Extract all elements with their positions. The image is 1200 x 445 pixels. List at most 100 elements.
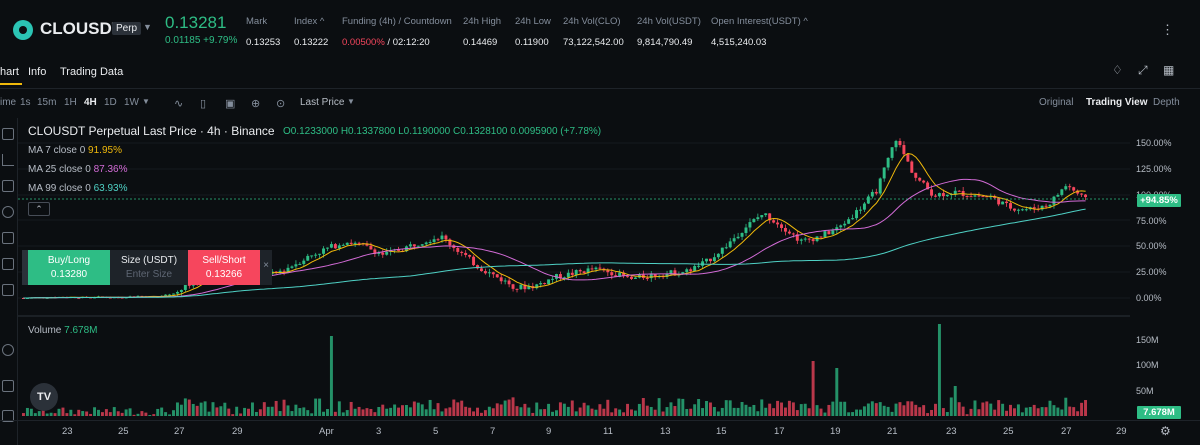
volume-bar: [673, 406, 677, 416]
candle: [760, 215, 764, 218]
ma7-line: [23, 152, 1086, 299]
view-depth[interactable]: Depth: [1153, 97, 1180, 108]
chevron-down-icon[interactable]: ▼: [142, 97, 150, 106]
volume-bar: [689, 408, 693, 416]
volume-bar: [306, 410, 310, 416]
add-icon[interactable]: ⊕: [251, 98, 261, 110]
tab-info[interactable]: Info: [28, 66, 47, 78]
buy-long-button[interactable]: Buy/Long 0.13280: [28, 250, 110, 285]
stat-funding: Funding (4h) / Countdown 0.00500% / 02:1…: [342, 16, 452, 48]
fib-icon[interactable]: [2, 180, 14, 192]
candle: [930, 189, 934, 196]
candle: [633, 277, 637, 279]
text-icon[interactable]: [2, 258, 14, 270]
candle-type-icon[interactable]: ▯: [200, 98, 207, 110]
trendline-icon[interactable]: [2, 154, 14, 166]
chevron-down-icon[interactable]: ▼: [347, 97, 355, 106]
expand-icon[interactable]: ⤢: [1138, 63, 1148, 77]
candle: [175, 291, 179, 294]
volume-bar: [953, 386, 957, 416]
volume-bar: [310, 413, 314, 416]
magnet-icon[interactable]: [2, 380, 14, 392]
volume-bar: [1005, 410, 1009, 416]
volume-bar: [444, 408, 448, 416]
volume-bar: [160, 407, 164, 416]
chevron-down-icon[interactable]: ▼: [143, 22, 152, 32]
candle: [377, 252, 381, 254]
candle: [286, 267, 290, 272]
settings-icon[interactable]: ⊙: [276, 98, 286, 110]
volume-bar: [89, 413, 93, 416]
indicator-icon[interactable]: ∿: [174, 98, 184, 110]
interval-1d[interactable]: 1D: [104, 97, 117, 108]
shapes-icon[interactable]: [2, 232, 14, 244]
candle: [614, 275, 618, 277]
brush-icon[interactable]: [2, 206, 14, 218]
volume-bar: [851, 412, 855, 416]
volume-bar: [294, 404, 298, 416]
interval-time[interactable]: ime: [0, 97, 17, 108]
interval-15m[interactable]: 15m: [37, 97, 57, 108]
view-original[interactable]: Original: [1039, 97, 1074, 108]
volume-bar: [1080, 402, 1084, 416]
drag-handle-icon[interactable]: [22, 250, 28, 285]
price-type-select[interactable]: Last Price: [300, 97, 345, 108]
candle: [1084, 194, 1087, 198]
interval-1w[interactable]: 1W: [124, 97, 139, 108]
volume-bar: [168, 414, 172, 416]
candle: [298, 263, 302, 265]
candle: [882, 167, 886, 179]
volume-bar: [61, 407, 65, 416]
volume-bar: [93, 407, 97, 416]
lock-icon[interactable]: [2, 410, 14, 422]
size-input[interactable]: Size (USDT) Enter Size: [110, 250, 188, 285]
stat-index[interactable]: Index ^ 0.13222: [294, 16, 329, 48]
grid-layout-icon[interactable]: ▦: [1163, 63, 1175, 77]
candle: [827, 231, 831, 235]
volume-bar: [341, 412, 345, 416]
zoom-icon[interactable]: [2, 344, 14, 356]
collapse-legend-button[interactable]: ⌃: [28, 202, 50, 216]
volume-bar: [120, 412, 124, 416]
price-chart[interactable]: [18, 118, 1130, 418]
volume-bar: [934, 403, 937, 416]
candle: [168, 294, 172, 296]
gear-icon[interactable]: ⚙: [1160, 424, 1171, 438]
volume-bar: [870, 401, 874, 416]
volume-bar: [499, 404, 503, 416]
camera-icon[interactable]: ▣: [225, 98, 236, 110]
sell-short-button[interactable]: Sell/Short 0.13266: [188, 250, 260, 285]
interval-1s[interactable]: 1s: [20, 97, 31, 108]
volume-bar: [468, 407, 472, 416]
more-icon[interactable]: ⋮: [1161, 22, 1174, 37]
interval-4h[interactable]: 4H: [84, 97, 97, 108]
candle: [476, 265, 479, 269]
close-icon[interactable]: ×: [260, 250, 272, 285]
volume-bar: [1048, 400, 1052, 416]
volume-bar: [227, 408, 231, 416]
stat-open-interest[interactable]: Open Interest(USDT) ^ 4,515,240.03: [711, 16, 808, 48]
volume-bar: [1012, 408, 1016, 416]
volume-bar: [116, 411, 120, 416]
symbol-name[interactable]: CLOUSDT: [40, 19, 123, 38]
view-trading-view[interactable]: Trading View: [1086, 97, 1148, 108]
candle: [594, 267, 598, 270]
volume-bar: [578, 407, 582, 416]
volume-bar: [535, 402, 539, 416]
volume-bar: [614, 408, 618, 416]
volume-bar: [361, 409, 365, 416]
tab-trading-data[interactable]: Trading Data: [60, 66, 124, 78]
bell-icon[interactable]: ♢: [1112, 63, 1123, 77]
ma25-legend[interactable]: MA 25 close 0 87.36%: [28, 164, 128, 175]
volume-bar: [669, 402, 673, 416]
interval-1h[interactable]: 1H: [64, 97, 77, 108]
volume-bar: [993, 409, 997, 416]
ma99-legend[interactable]: MA 99 close 0 63.93%: [28, 183, 128, 194]
crosshair-icon[interactable]: [2, 128, 14, 140]
measure-icon[interactable]: [2, 284, 14, 296]
ma7-legend[interactable]: MA 7 close 0 91.95%: [28, 145, 122, 156]
ohlc-readout: O0.1233000 H0.1337800 L0.1190000 C0.1328…: [283, 126, 602, 137]
candle: [720, 247, 724, 254]
candle: [523, 284, 527, 290]
tab-chart[interactable]: hart: [0, 66, 19, 78]
